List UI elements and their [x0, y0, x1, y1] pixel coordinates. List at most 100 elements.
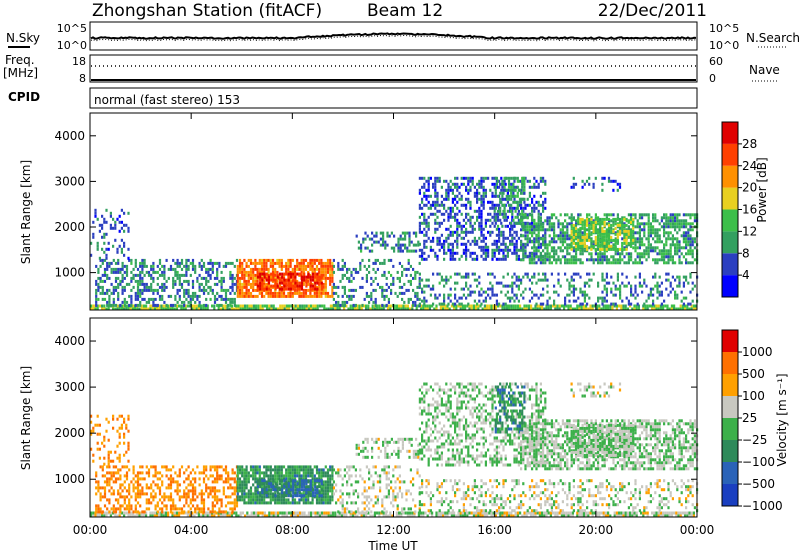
data-cell: [415, 243, 418, 247]
data-cell: [482, 248, 485, 252]
data-cell: [585, 217, 589, 221]
data-cell: [125, 304, 128, 308]
data-cell: [355, 234, 358, 238]
data-cell: [141, 297, 144, 301]
data-cell: [379, 261, 382, 265]
data-cell: [305, 281, 308, 285]
data-cell: [117, 282, 120, 286]
data-cell: [682, 219, 685, 223]
data-cell: [484, 176, 487, 180]
data-cell: [112, 507, 115, 511]
data-cell: [528, 222, 531, 226]
data-cell: [454, 239, 457, 243]
data-cell: [249, 291, 253, 295]
data-cell: [510, 307, 513, 311]
data-cell: [456, 218, 459, 222]
data-cell: [116, 217, 119, 221]
data-cell: [263, 267, 266, 271]
data-cell: [438, 179, 441, 183]
data-cell: [354, 288, 357, 292]
data-cell: [614, 247, 617, 251]
data-cell: [141, 288, 144, 292]
data-cell: [425, 284, 428, 288]
data-cell: [601, 232, 604, 236]
data-cell: [597, 281, 600, 285]
data-cell: [95, 291, 98, 295]
data-cell: [236, 279, 239, 283]
data-cell: [528, 287, 531, 291]
data-cell: [550, 216, 553, 220]
data-cell: [528, 179, 531, 183]
data-cell: [482, 179, 485, 183]
data-cell: [340, 514, 343, 518]
data-cell: [418, 282, 421, 286]
data-cell: [478, 224, 481, 228]
data-cell: [498, 281, 501, 285]
data-cell: [641, 290, 644, 294]
data-cell: [311, 278, 315, 282]
data-cell: [579, 241, 582, 245]
data-cell: [669, 231, 672, 235]
data-cell: [259, 287, 262, 291]
data-cell: [103, 307, 106, 311]
data-cell: [152, 276, 155, 280]
data-cell: [546, 302, 549, 306]
data-cell: [618, 232, 622, 236]
data-cell: [276, 279, 279, 283]
data-cell: [669, 213, 672, 217]
data-cell: [590, 216, 593, 220]
data-cell: [625, 296, 628, 300]
nsearch-tick-high: 10^5: [709, 22, 739, 35]
data-cell: [564, 240, 567, 244]
data-cell: [117, 276, 120, 280]
data-cell: [207, 279, 210, 283]
data-cell: [691, 243, 694, 247]
data-cell: [614, 293, 617, 297]
data-cell: [209, 273, 212, 277]
data-cell: [458, 191, 461, 195]
data-cell: [614, 237, 617, 241]
data-cell: [570, 247, 573, 251]
data-cell: [316, 275, 319, 279]
data-cell: [580, 514, 583, 518]
data-cell: [480, 200, 483, 204]
data-cell: [302, 261, 305, 265]
data-cell: [512, 182, 515, 186]
data-cell: [671, 216, 674, 220]
data-cell: [472, 514, 475, 518]
data-cell: [478, 227, 481, 231]
data-cell: [263, 287, 266, 291]
data-cell: [414, 273, 417, 277]
data-cell: [95, 297, 98, 301]
data-cell: [625, 238, 628, 242]
data-cell: [564, 219, 567, 223]
data-cell: [622, 511, 625, 515]
data-cell: [365, 294, 368, 298]
data-cell: [506, 236, 509, 240]
data-cell: [309, 264, 312, 268]
data-cell: [373, 234, 376, 238]
data-cell: [588, 176, 591, 180]
data-cell: [249, 258, 253, 262]
data-cell: [423, 233, 426, 237]
data-cell: [163, 288, 166, 292]
data-cell: [191, 511, 194, 515]
data-cell: [329, 264, 332, 268]
data-cell: [611, 304, 614, 308]
data-cell: [473, 194, 476, 198]
data-cell: [385, 276, 388, 280]
data-cell: [98, 256, 101, 260]
data-cell: [112, 474, 115, 478]
data-cell: [494, 215, 497, 219]
data-cell: [549, 514, 552, 518]
data-cell: [434, 212, 437, 216]
data-cell: [285, 284, 288, 288]
data-cell: [220, 288, 223, 292]
data-cell: [632, 238, 635, 242]
data-cell: [103, 279, 107, 283]
data-cell: [454, 251, 457, 255]
data-cell: [389, 304, 392, 308]
data-cell: [261, 278, 264, 282]
data-cell: [454, 212, 457, 216]
data-cell: [491, 215, 494, 219]
